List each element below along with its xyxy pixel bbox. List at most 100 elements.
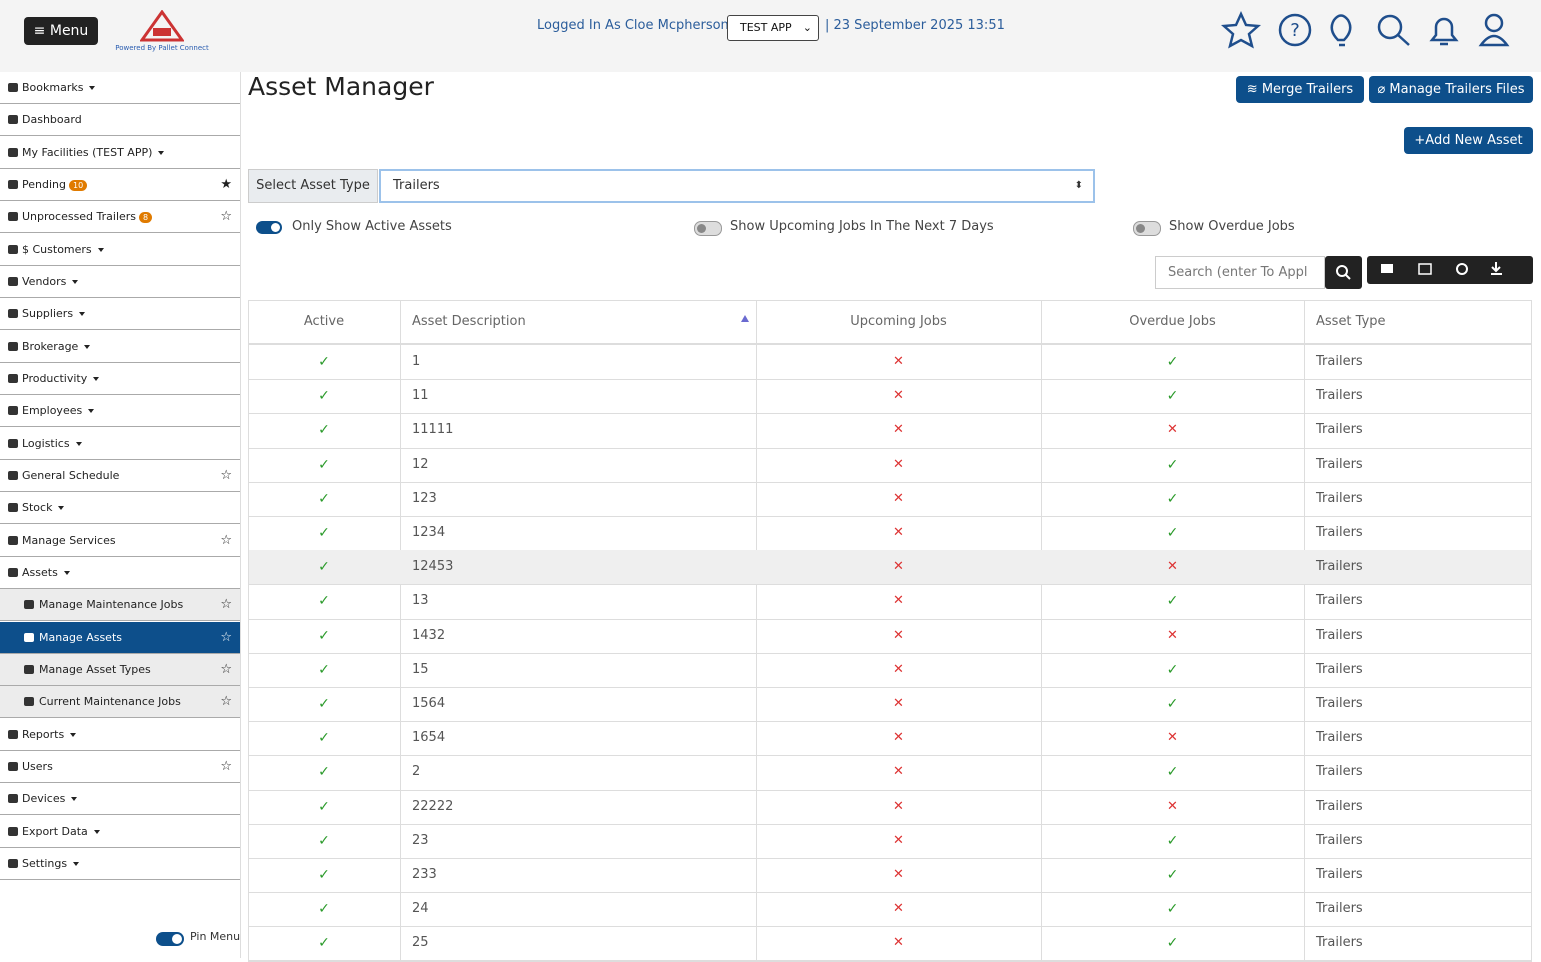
item-icon <box>8 826 18 836</box>
column-line <box>1304 300 1305 961</box>
star-icon[interactable]: ☆ <box>220 758 232 774</box>
check-icon: ✓ <box>1166 388 1179 405</box>
star-icon[interactable]: ☆ <box>220 661 232 677</box>
merge-trailers-button[interactable]: ≋ Merge Trailers <box>1236 76 1364 103</box>
sidebar-item[interactable]: Brokerage <box>0 331 240 363</box>
toggle-switch[interactable] <box>1133 221 1161 236</box>
sidebar-item[interactable]: Assets <box>0 557 240 589</box>
account-icon[interactable] <box>1484 13 1504 33</box>
sidebar-item[interactable]: Bookmarks <box>0 72 240 104</box>
star-icon[interactable]: ★ <box>220 176 232 192</box>
item-label: Productivity <box>22 363 100 395</box>
sidebar-item[interactable]: Export Data <box>0 816 240 848</box>
asset-type: Trailers <box>1316 354 1363 369</box>
menu-button[interactable]: ≡ Menu <box>24 17 98 45</box>
manage-files-button[interactable]: ⌀ Manage Trailers Files <box>1369 76 1533 103</box>
sidebar-item[interactable]: Manage Maintenance Jobs ☆ <box>0 589 240 622</box>
sidebar-item[interactable]: Productivity <box>0 363 240 395</box>
toggle-label: Only Show Active Assets <box>292 219 452 234</box>
cross-icon: ✕ <box>893 901 904 917</box>
sidebar-item[interactable]: Devices <box>0 783 240 816</box>
sidebar-item[interactable]: Current Maintenance Jobs ☆ <box>0 686 240 719</box>
sidebar-item[interactable]: Manage Services ☆ <box>0 525 240 557</box>
item-icon <box>8 535 18 545</box>
toggle-knob <box>271 223 280 232</box>
sidebar-item[interactable]: My Facilities (TEST APP) <box>0 137 240 169</box>
column-header[interactable]: Asset Description <box>412 314 526 329</box>
sidebar-item[interactable]: Reports <box>0 719 240 751</box>
search-button[interactable] <box>1325 256 1362 289</box>
star-icon[interactable]: ☆ <box>220 629 232 645</box>
sidebar-item[interactable]: Logistics <box>0 428 240 460</box>
item-label: Current Maintenance Jobs <box>39 695 181 709</box>
star-icon[interactable]: ☆ <box>220 694 232 710</box>
star-icon[interactable]: ☆ <box>220 597 232 613</box>
sidebar-item[interactable]: Stock <box>0 492 240 525</box>
add-asset-button[interactable]: +Add New Asset <box>1404 127 1533 154</box>
row-highlight <box>249 550 1531 585</box>
caret <box>75 441 82 446</box>
sidebar-item[interactable]: Dashboard <box>0 104 240 137</box>
item-icon <box>24 697 34 707</box>
search-placeholder: Search (enter To Appl <box>1168 265 1308 280</box>
check-icon: ✓ <box>318 730 330 747</box>
page-title: Asset Manager <box>248 72 434 101</box>
column-header[interactable]: Overdue Jobs <box>1129 314 1216 329</box>
asset-type: Trailers <box>1316 832 1363 848</box>
tips-icon[interactable] <box>1330 14 1352 47</box>
check-icon: ✓ <box>1166 456 1179 473</box>
bookmark-icon[interactable] <box>1220 10 1262 49</box>
caret <box>89 86 96 90</box>
sidebar-item[interactable]: Manage Asset Types ☆ <box>0 653 240 686</box>
check-icon: ✓ <box>318 901 330 918</box>
star-icon[interactable]: ☆ <box>220 467 232 483</box>
row-line <box>248 584 1532 586</box>
sidebar-item[interactable]: Users ☆ <box>0 751 240 783</box>
toggle-switch[interactable] <box>256 221 282 234</box>
item-icon <box>8 276 18 286</box>
check-icon: ✓ <box>1166 867 1179 883</box>
asset-type-select[interactable]: Trailers ⬍ <box>379 169 1095 203</box>
row-line <box>248 379 1532 381</box>
column-header[interactable]: Asset Type <box>1316 314 1386 329</box>
check-icon: ✓ <box>1166 764 1179 781</box>
item-label: My Facilities (TEST APP) <box>22 137 165 169</box>
sidebar-item[interactable]: $ Customers <box>0 234 240 266</box>
toggle-switch[interactable] <box>694 221 722 236</box>
item-icon <box>8 567 18 577</box>
badge: 8 <box>139 212 153 224</box>
star-icon[interactable]: ☆ <box>220 532 232 548</box>
sidebar-item[interactable]: Employees <box>0 395 240 428</box>
check-icon: ✓ <box>1166 696 1179 712</box>
toggle-knob <box>1136 224 1145 233</box>
cross-icon: ✕ <box>1167 422 1178 438</box>
item-label: Brokerage <box>22 331 91 363</box>
column-header[interactable]: Upcoming Jobs <box>850 314 947 329</box>
export-buttons[interactable] <box>1367 256 1533 284</box>
caret <box>71 797 78 802</box>
sidebar-item[interactable]: Suppliers <box>0 298 240 331</box>
column-line <box>756 300 757 961</box>
sidebar-item[interactable]: Unprocessed Trailers 8 ☆ <box>0 201 240 234</box>
search-input[interactable]: Search (enter To Appl <box>1155 256 1325 289</box>
asset-type: Trailers <box>1316 935 1363 951</box>
sidebar-item[interactable]: Vendors <box>0 266 240 298</box>
item-label: Devices <box>22 783 78 815</box>
search-icon[interactable] <box>1377 14 1403 40</box>
sidebar-item[interactable]: Manage Assets ☆ <box>0 621 240 654</box>
item-label: Unprocessed Trailers 8 <box>22 201 153 233</box>
sidebar-item[interactable]: Pending 10 ★ <box>0 169 240 201</box>
asset-type: Trailers <box>1316 627 1363 643</box>
caret <box>97 247 104 252</box>
notifications-icon[interactable] <box>1429 17 1459 46</box>
column-header[interactable]: Active <box>303 314 345 329</box>
button-label: +Add New Asset <box>1414 133 1523 148</box>
app-select[interactable]: TEST APP ⌄ <box>727 15 819 41</box>
sidebar-item[interactable]: General Schedule ☆ <box>0 460 240 492</box>
cross-icon: ✕ <box>893 422 904 438</box>
star-icon[interactable]: ☆ <box>220 209 232 225</box>
sidebar-item[interactable]: Settings <box>0 848 240 880</box>
pin-toggle[interactable] <box>155 930 185 948</box>
asset-description: 13 <box>412 593 429 609</box>
help-icon[interactable] <box>1278 13 1312 47</box>
